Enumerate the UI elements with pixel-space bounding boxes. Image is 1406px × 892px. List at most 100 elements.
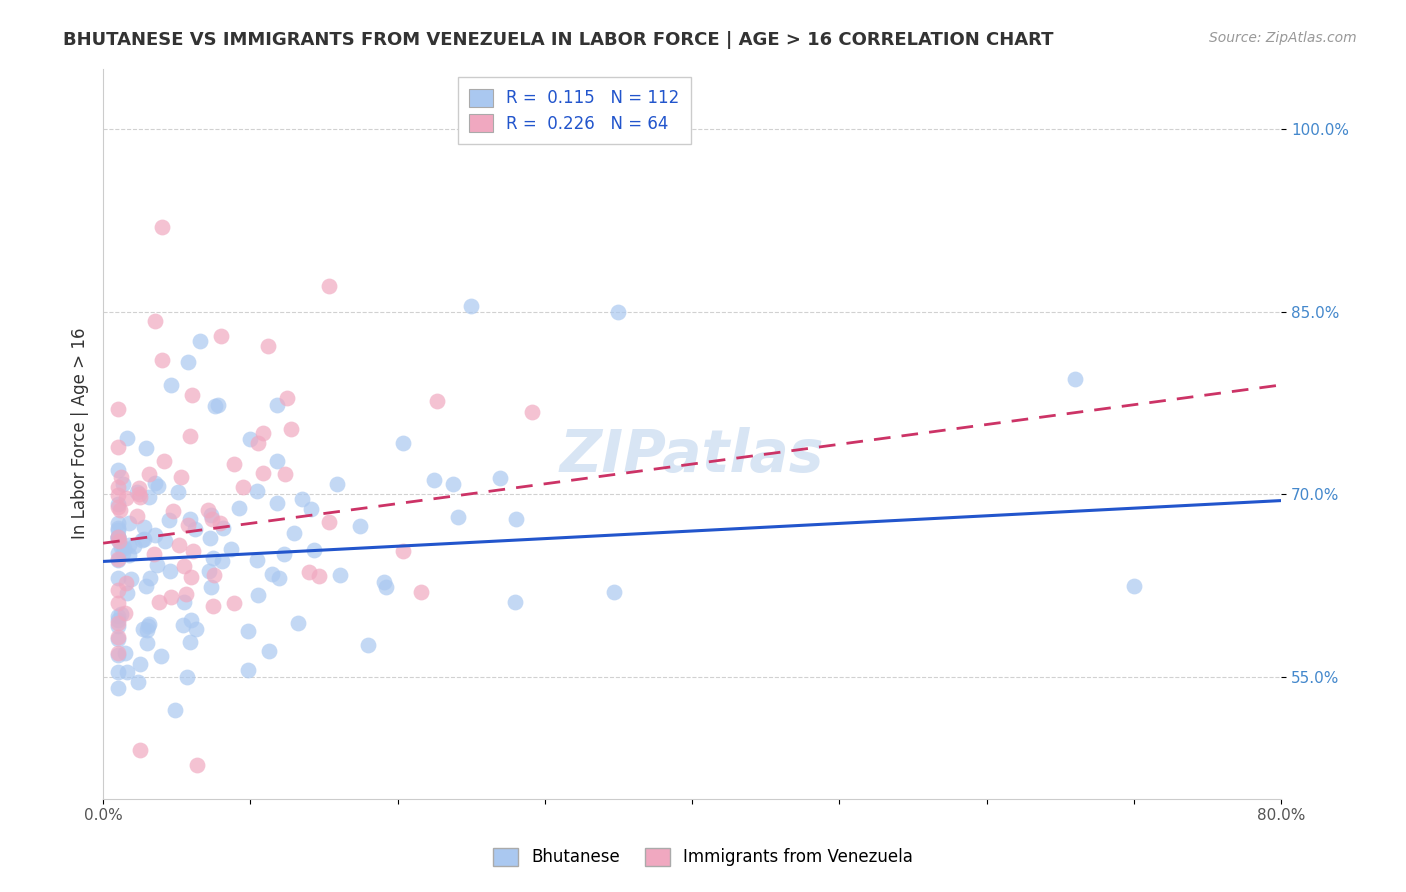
Point: [160, 377, 183, 392]
Point: [167, 485, 190, 500]
Point: [274, 467, 297, 482]
Point: [266, 398, 288, 412]
Point: [256, 339, 278, 353]
Point: [107, 463, 129, 477]
Point: [107, 552, 129, 566]
Point: [162, 504, 184, 518]
Point: [326, 477, 349, 491]
Point: [207, 399, 229, 413]
Point: [173, 595, 195, 609]
Point: [266, 454, 288, 468]
Legend: R =  0.115   N = 112, R =  0.226   N = 64: R = 0.115 N = 112, R = 0.226 N = 64: [458, 77, 690, 145]
Text: BHUTANESE VS IMMIGRANTS FROM VENEZUELA IN LABOR FORCE | AGE > 16 CORRELATION CHA: BHUTANESE VS IMMIGRANTS FROM VENEZUELA I…: [63, 31, 1053, 49]
Point: [114, 646, 136, 660]
Point: [135, 579, 157, 593]
Point: [115, 575, 138, 590]
Point: [222, 458, 245, 472]
Point: [373, 575, 395, 590]
Point: [200, 531, 222, 545]
Point: [114, 491, 136, 505]
Point: [167, 538, 190, 552]
Point: [135, 442, 157, 456]
Point: [118, 539, 141, 553]
Point: [107, 546, 129, 560]
Point: [374, 580, 396, 594]
Point: [1064, 372, 1087, 386]
Point: [129, 657, 152, 671]
Point: [128, 490, 150, 504]
Point: [184, 522, 207, 536]
Point: [200, 508, 222, 523]
Point: [179, 634, 201, 648]
Point: [112, 476, 135, 491]
Point: [107, 609, 129, 624]
Point: [157, 513, 180, 527]
Point: [204, 400, 226, 414]
Point: [155, 534, 177, 549]
Point: [170, 470, 193, 484]
Point: [298, 565, 321, 579]
Point: [160, 590, 183, 604]
Point: [115, 665, 138, 680]
Point: [145, 475, 167, 490]
Point: [299, 502, 322, 516]
Point: [1122, 579, 1144, 593]
Point: [107, 402, 129, 417]
Point: [186, 623, 208, 637]
Point: [267, 571, 290, 585]
Point: [447, 510, 470, 524]
Point: [132, 520, 155, 534]
Point: [222, 596, 245, 610]
Point: [128, 487, 150, 501]
Point: [188, 334, 211, 349]
Point: [489, 471, 512, 485]
Point: [122, 539, 145, 553]
Point: [107, 530, 129, 544]
Point: [172, 618, 194, 632]
Point: [107, 803, 129, 817]
Point: [112, 546, 135, 560]
Point: [246, 484, 269, 499]
Point: [302, 543, 325, 558]
Point: [202, 599, 225, 614]
Point: [107, 646, 129, 660]
Text: Source: ZipAtlas.com: Source: ZipAtlas.com: [1209, 31, 1357, 45]
Point: [138, 467, 160, 481]
Point: [107, 552, 129, 566]
Point: [211, 554, 233, 568]
Point: [239, 432, 262, 446]
Point: [392, 435, 415, 450]
Point: [287, 616, 309, 631]
Point: [107, 480, 129, 494]
Point: [252, 467, 274, 481]
Point: [107, 613, 129, 627]
Point: [136, 623, 159, 637]
Point: [607, 305, 630, 319]
Point: [219, 542, 242, 557]
Point: [173, 559, 195, 574]
Point: [107, 618, 129, 632]
Point: [246, 552, 269, 566]
Point: [260, 566, 283, 581]
Point: [232, 480, 254, 494]
Point: [238, 663, 260, 677]
Point: [143, 528, 166, 542]
Point: [150, 219, 173, 234]
Point: [179, 429, 201, 443]
Point: [246, 436, 269, 450]
Point: [136, 619, 159, 633]
Point: [125, 484, 148, 499]
Point: [503, 595, 526, 609]
Point: [266, 496, 288, 510]
Point: [318, 516, 340, 530]
Point: [110, 607, 132, 622]
Point: [177, 518, 200, 533]
Point: [146, 558, 169, 572]
Point: [120, 572, 142, 586]
Point: [107, 523, 129, 537]
Point: [411, 585, 433, 599]
Point: [520, 405, 543, 419]
Point: [107, 665, 129, 679]
Point: [148, 479, 170, 493]
Point: [252, 426, 274, 441]
